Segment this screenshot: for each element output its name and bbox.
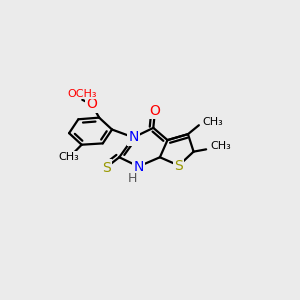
Text: H: H	[128, 172, 137, 184]
Text: O: O	[86, 98, 97, 111]
Text: O: O	[149, 104, 161, 118]
Text: N: N	[133, 160, 144, 173]
Text: CH₃: CH₃	[58, 152, 79, 162]
Text: S: S	[102, 160, 110, 175]
Text: OCH₃: OCH₃	[68, 89, 97, 99]
Text: N: N	[128, 130, 139, 145]
Text: CH₃: CH₃	[210, 141, 231, 151]
Text: CH₃: CH₃	[203, 117, 224, 127]
Text: S: S	[174, 158, 183, 172]
